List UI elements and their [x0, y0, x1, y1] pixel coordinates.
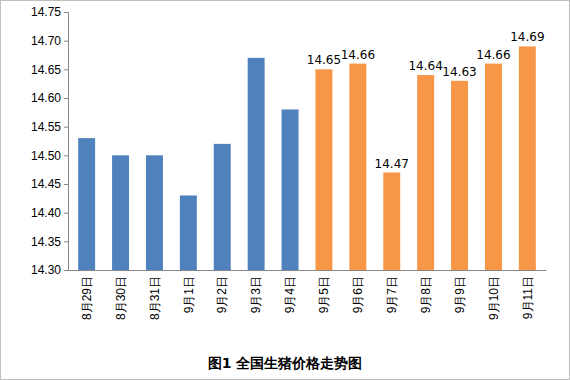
bar	[451, 81, 468, 270]
y-tick-mark	[64, 155, 68, 156]
x-tick-label: 9月2日	[215, 276, 229, 313]
y-tick-label: 14.35	[31, 235, 61, 249]
y-tick-label: 14.40	[31, 206, 61, 220]
y-tick: 14.40	[31, 206, 68, 220]
bar	[214, 144, 231, 270]
y-tick: 14.60	[31, 91, 68, 105]
y-tick: 14.55	[31, 120, 68, 134]
bar	[78, 138, 95, 270]
y-tick-mark	[64, 127, 68, 128]
y-tick: 14.70	[31, 34, 68, 48]
bars	[78, 46, 536, 270]
bar	[146, 155, 163, 270]
x-tick-label: 9月9日	[453, 276, 467, 313]
chart: 14.30 14.35 14.40 14.45 14.50 14.55 14.60 14.65…	[0, 0, 570, 380]
y-tick: 14.45	[31, 177, 68, 191]
y-tick: 14.65	[31, 63, 68, 77]
x-tick: 8月31日	[148, 270, 162, 320]
x-tick-label: 9月11日	[521, 276, 535, 319]
bar	[349, 64, 366, 270]
x-tick: 9月5日	[317, 270, 331, 313]
x-tick: 9月8日	[419, 270, 433, 313]
y-tick-label: 14.50	[31, 149, 61, 163]
x-tick: 8月29日	[80, 270, 94, 320]
y-tick-label: 14.65	[31, 63, 61, 77]
plot: 14.30 14.35 14.40 14.45 14.50 14.55 14.60 14.65…	[31, 5, 547, 320]
y-tick-mark	[64, 270, 68, 271]
bar	[417, 75, 434, 270]
y-tick-mark	[64, 41, 68, 42]
y-tick-label: 14.55	[31, 120, 61, 134]
x-tick-label: 8月31日	[148, 276, 162, 320]
bar	[485, 64, 502, 270]
x-tick-label: 9月7日	[385, 276, 399, 313]
y-tick-label: 14.45	[31, 177, 61, 191]
y-tick: 14.75	[31, 5, 68, 19]
chart-frame	[1, 1, 570, 380]
y-tick-mark	[64, 184, 68, 185]
data-labels: 14.6514.6614.4714.6414.6314.6614.69	[307, 30, 545, 170]
y-axis-line	[64, 13, 69, 271]
y-tick-mark	[64, 213, 68, 214]
data-label: 14.65	[307, 53, 341, 67]
y-tick-mark	[64, 98, 68, 99]
y-tick-mark	[64, 241, 68, 242]
bar	[112, 155, 129, 270]
bar	[315, 69, 332, 270]
x-tick: 9月3日	[249, 270, 263, 313]
x-axis-line	[69, 270, 547, 271]
x-tick-label: 9月8日	[419, 276, 433, 313]
x-tick: 9月1日	[182, 270, 196, 313]
x-tick: 8月30日	[114, 270, 128, 320]
data-label: 14.64	[408, 59, 442, 73]
x-tick: 9月4日	[283, 270, 297, 313]
data-label: 14.47	[375, 157, 409, 171]
x-tick: 9月9日	[453, 270, 467, 313]
y-tick-mark	[64, 12, 68, 13]
x-tick-label: 9月4日	[283, 276, 297, 313]
bar	[519, 46, 536, 270]
x-tick-label: 8月30日	[114, 276, 128, 320]
x-tick-label: 9月5日	[317, 276, 331, 313]
x-tick-label: 9月6日	[351, 276, 365, 313]
y-tick-label: 14.75	[31, 5, 61, 19]
x-axis: 8月29日 8月30日 8月31日 9月1日 9月2日 9月3日 9月4日 9月5日 9月6日 9…	[69, 270, 547, 320]
y-tick-mark	[64, 69, 68, 70]
title: 图1 全国生猪价格走势图	[208, 355, 363, 371]
y-tick: 14.50	[31, 149, 68, 163]
data-label: 14.63	[442, 65, 476, 79]
x-tick: 9月6日	[351, 270, 365, 313]
data-label: 14.66	[341, 48, 375, 62]
x-tick-label: 8月29日	[80, 276, 94, 320]
x-tick-label: 9月10日	[487, 276, 501, 320]
bar	[180, 195, 197, 270]
x-tick-label: 9月3日	[249, 276, 263, 313]
y-tick: 14.35	[31, 235, 68, 249]
x-tick: 9月10日	[487, 270, 501, 320]
bar	[248, 58, 265, 270]
data-label: 14.66	[476, 48, 510, 62]
y-tick-label: 14.60	[31, 91, 61, 105]
x-tick-label: 9月1日	[182, 276, 196, 313]
y-tick: 14.30	[31, 263, 68, 277]
bar	[383, 173, 400, 270]
x-tick: 9月2日	[215, 270, 229, 313]
x-tick: 9月11日	[521, 270, 535, 319]
bar	[282, 109, 299, 270]
data-label: 14.69	[510, 30, 544, 44]
x-tick: 9月7日	[385, 270, 399, 313]
y-tick-label: 14.30	[31, 263, 61, 277]
y-axis: 14.30 14.35 14.40 14.45 14.50 14.55 14.60 14.65…	[31, 5, 69, 277]
y-tick-label: 14.70	[31, 34, 61, 48]
